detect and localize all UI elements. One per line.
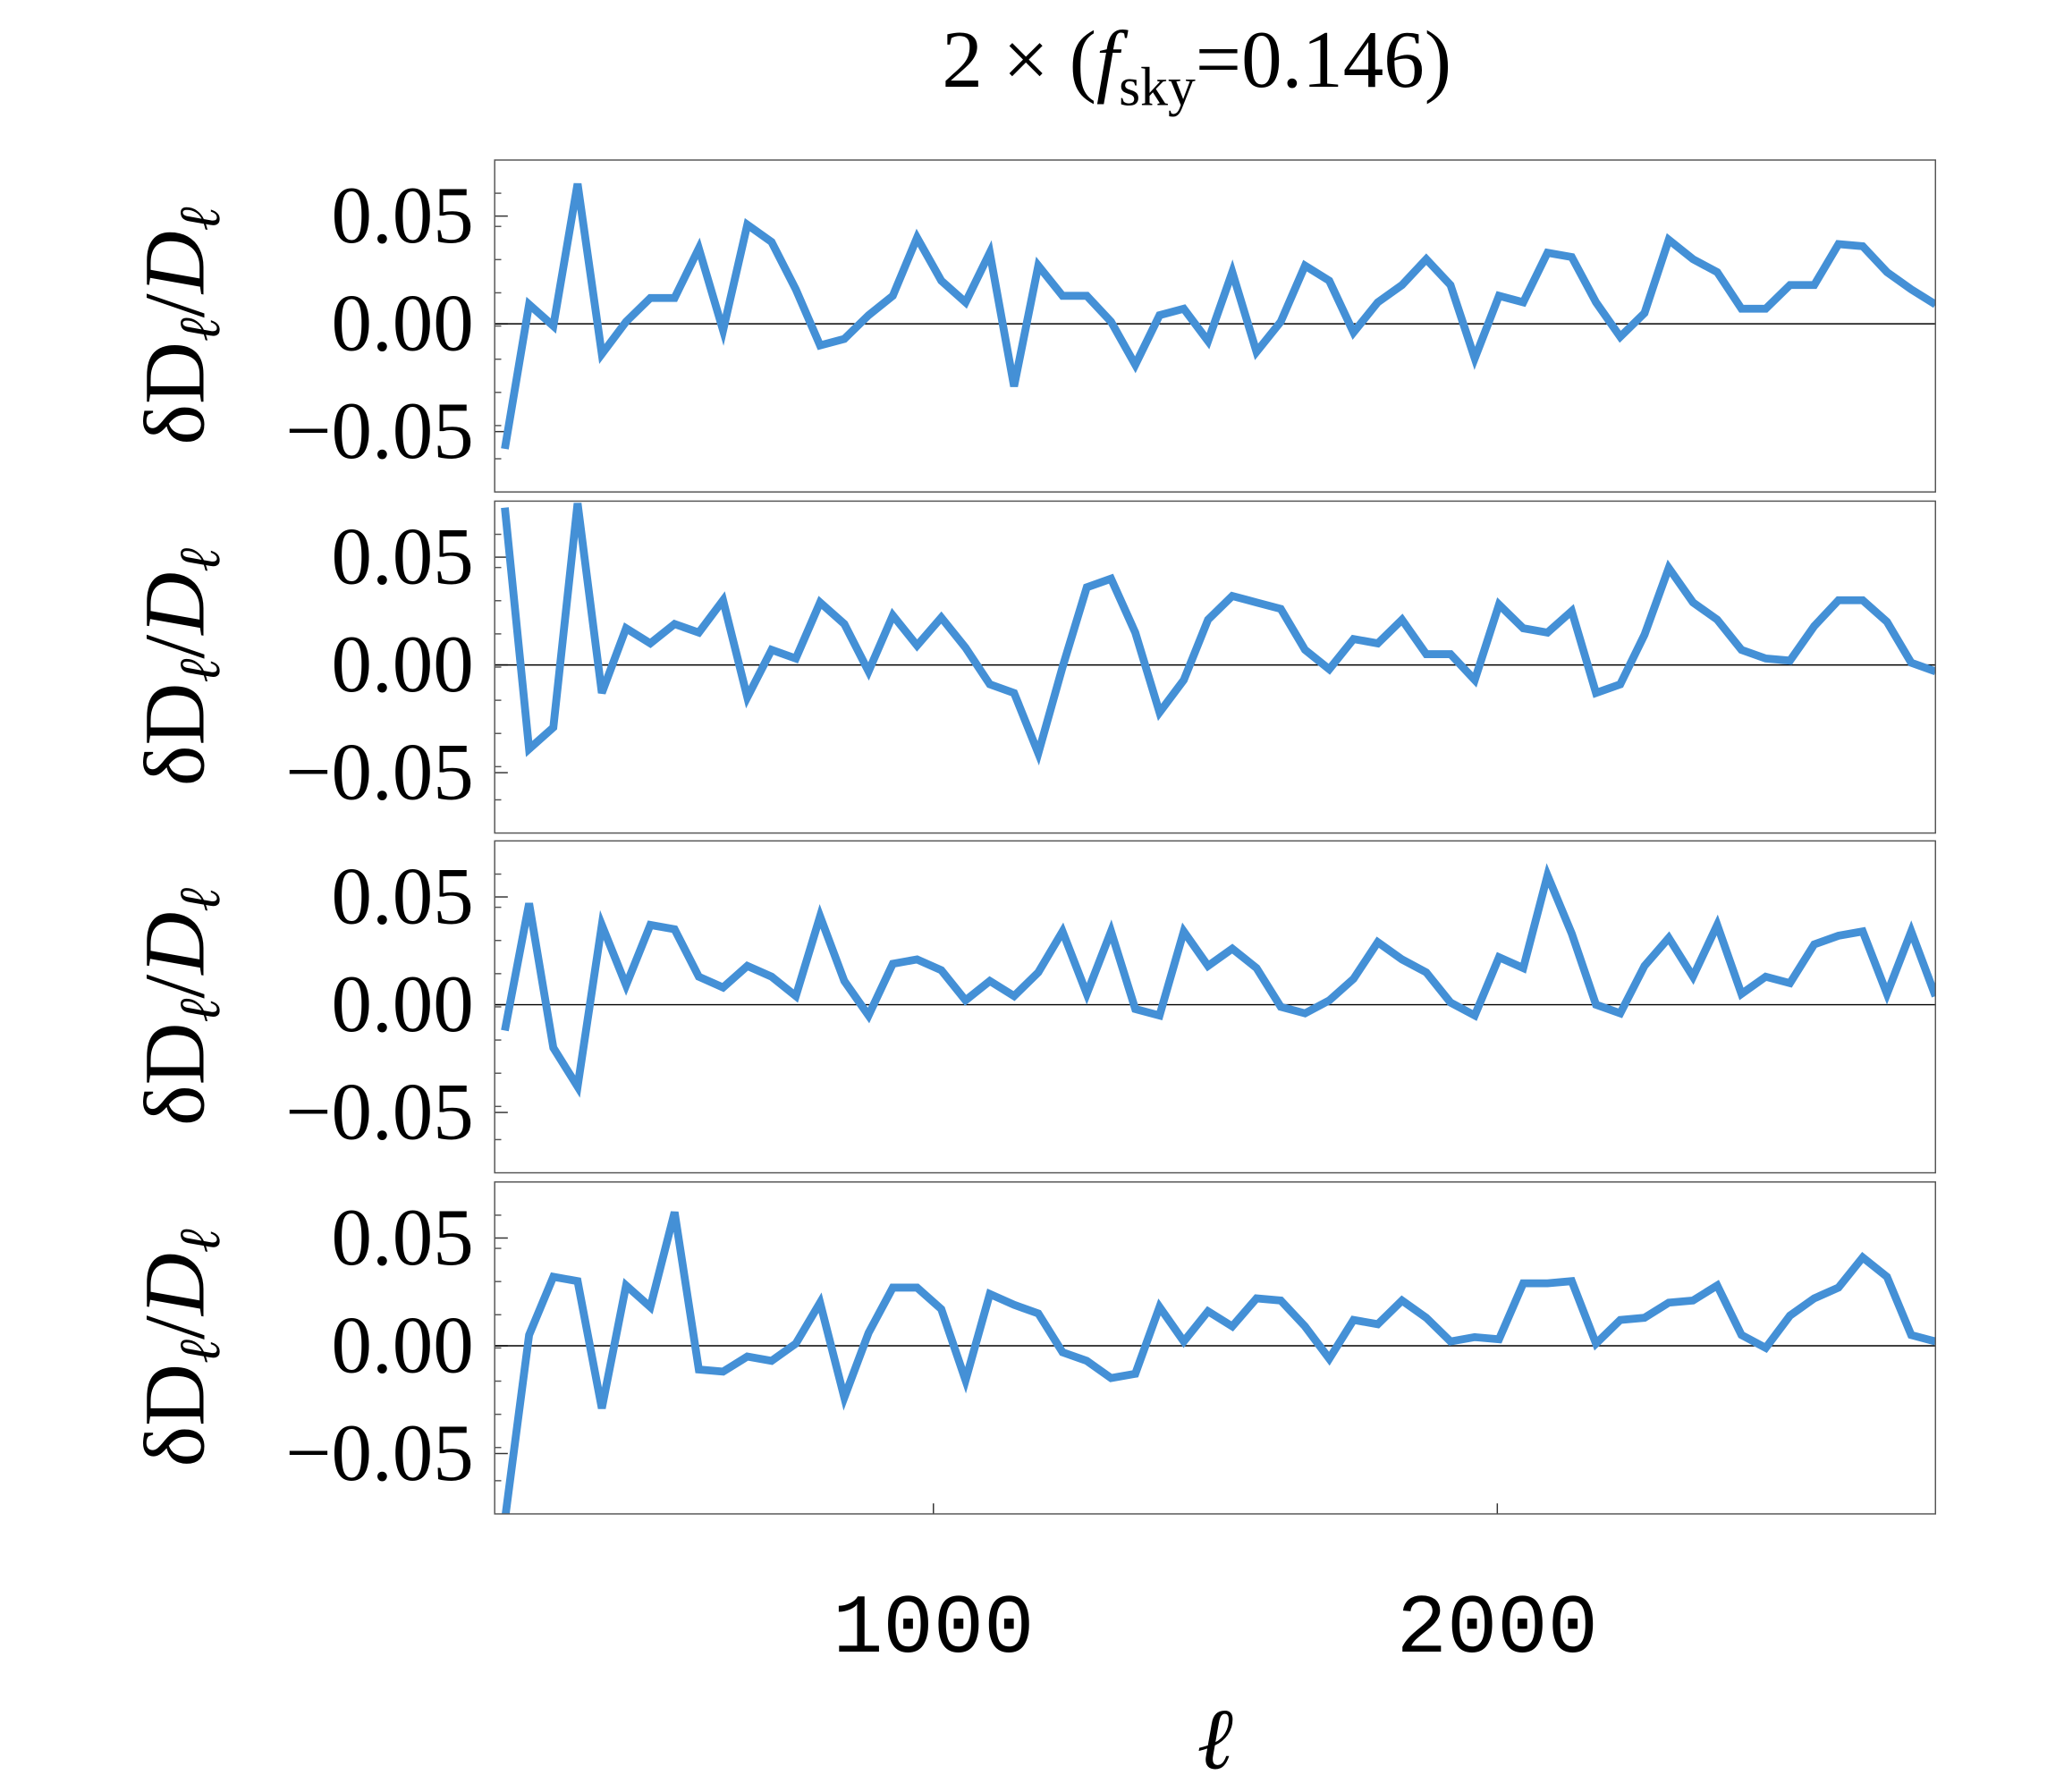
data-line: [501, 182, 1936, 450]
y-label-part: δD: [126, 683, 222, 787]
plot-frame: [494, 840, 1937, 1174]
y-label-sub: ℓ: [167, 998, 232, 1022]
y-tick-label: 0.00: [332, 1299, 474, 1390]
data-line: [502, 1211, 1936, 1514]
data-line: [501, 503, 1936, 766]
y-label-sub: ℓ: [167, 1340, 232, 1364]
plot-frame: [494, 500, 1937, 834]
data-line: [501, 863, 1936, 1098]
chart-title: 2 × (fsky=0.146): [942, 14, 1451, 118]
y-tick-label: 0.05: [332, 170, 474, 260]
y-axis-label: δDℓ/Dℓ: [126, 888, 232, 1126]
y-tick-label: −0.05: [285, 1066, 473, 1156]
x-tick-label: 2000: [1397, 1583, 1598, 1678]
y-label-part: /: [126, 975, 222, 999]
y-label-sub: ℓ: [167, 659, 232, 683]
y-label-part: δD: [126, 1364, 222, 1467]
y-label-sub: ℓ: [167, 317, 232, 342]
y-axis-label: δDℓ/Dℓ: [126, 1229, 232, 1467]
y-tick-label: 0.00: [332, 278, 474, 368]
y-tick-label: −0.05: [285, 726, 473, 816]
y-tick-label: 0.00: [332, 619, 474, 709]
y-label-part: /: [126, 293, 222, 317]
y-label-sub: ℓ: [167, 548, 232, 572]
y-axis-label: δDℓ/Dℓ: [126, 207, 232, 444]
y-label-part: D: [126, 1253, 222, 1317]
title-part: 2 × (: [942, 14, 1096, 105]
y-label-part: D: [126, 572, 222, 637]
y-label-part: δD: [126, 1022, 222, 1126]
y-label-sub: ℓ: [167, 207, 232, 231]
y-tick-label: 0.05: [332, 1192, 474, 1282]
y-label-part: D: [126, 231, 222, 295]
y-tick-label: 0.05: [332, 850, 474, 941]
y-tick-label: 0.05: [332, 511, 474, 601]
y-label-part: δD: [126, 342, 222, 445]
y-tick-label: −0.05: [285, 385, 473, 476]
y-tick-label: −0.05: [285, 1407, 473, 1498]
x-tick-label: 1000: [833, 1583, 1034, 1678]
y-label-part: /: [126, 1315, 222, 1340]
y-label-part: D: [126, 912, 222, 976]
x-axis-label: ℓ: [1197, 1692, 1233, 1788]
title-sub: sky: [1119, 56, 1196, 117]
plot-frame: [494, 159, 1937, 493]
y-tick-label: 0.00: [332, 959, 474, 1049]
plot-frame: [494, 1181, 1937, 1515]
title-part: =0.146): [1196, 14, 1451, 105]
y-label-sub: ℓ: [167, 888, 232, 912]
y-axis-label: δDℓ/Dℓ: [126, 548, 232, 786]
y-label-sub: ℓ: [167, 1229, 232, 1253]
y-label-part: /: [126, 635, 222, 659]
